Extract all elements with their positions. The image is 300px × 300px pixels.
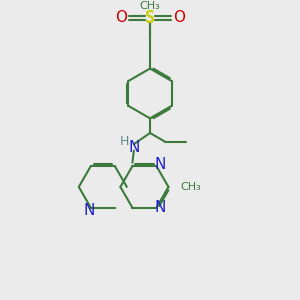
Text: O: O: [115, 10, 127, 25]
Text: CH₃: CH₃: [140, 1, 160, 11]
Text: H: H: [120, 135, 129, 148]
Text: N: N: [154, 200, 166, 215]
Text: S: S: [145, 9, 155, 27]
Text: N: N: [154, 157, 166, 172]
Text: N: N: [129, 140, 140, 154]
Text: CH₃: CH₃: [181, 182, 202, 192]
Text: O: O: [173, 10, 185, 25]
Text: N: N: [84, 203, 95, 218]
